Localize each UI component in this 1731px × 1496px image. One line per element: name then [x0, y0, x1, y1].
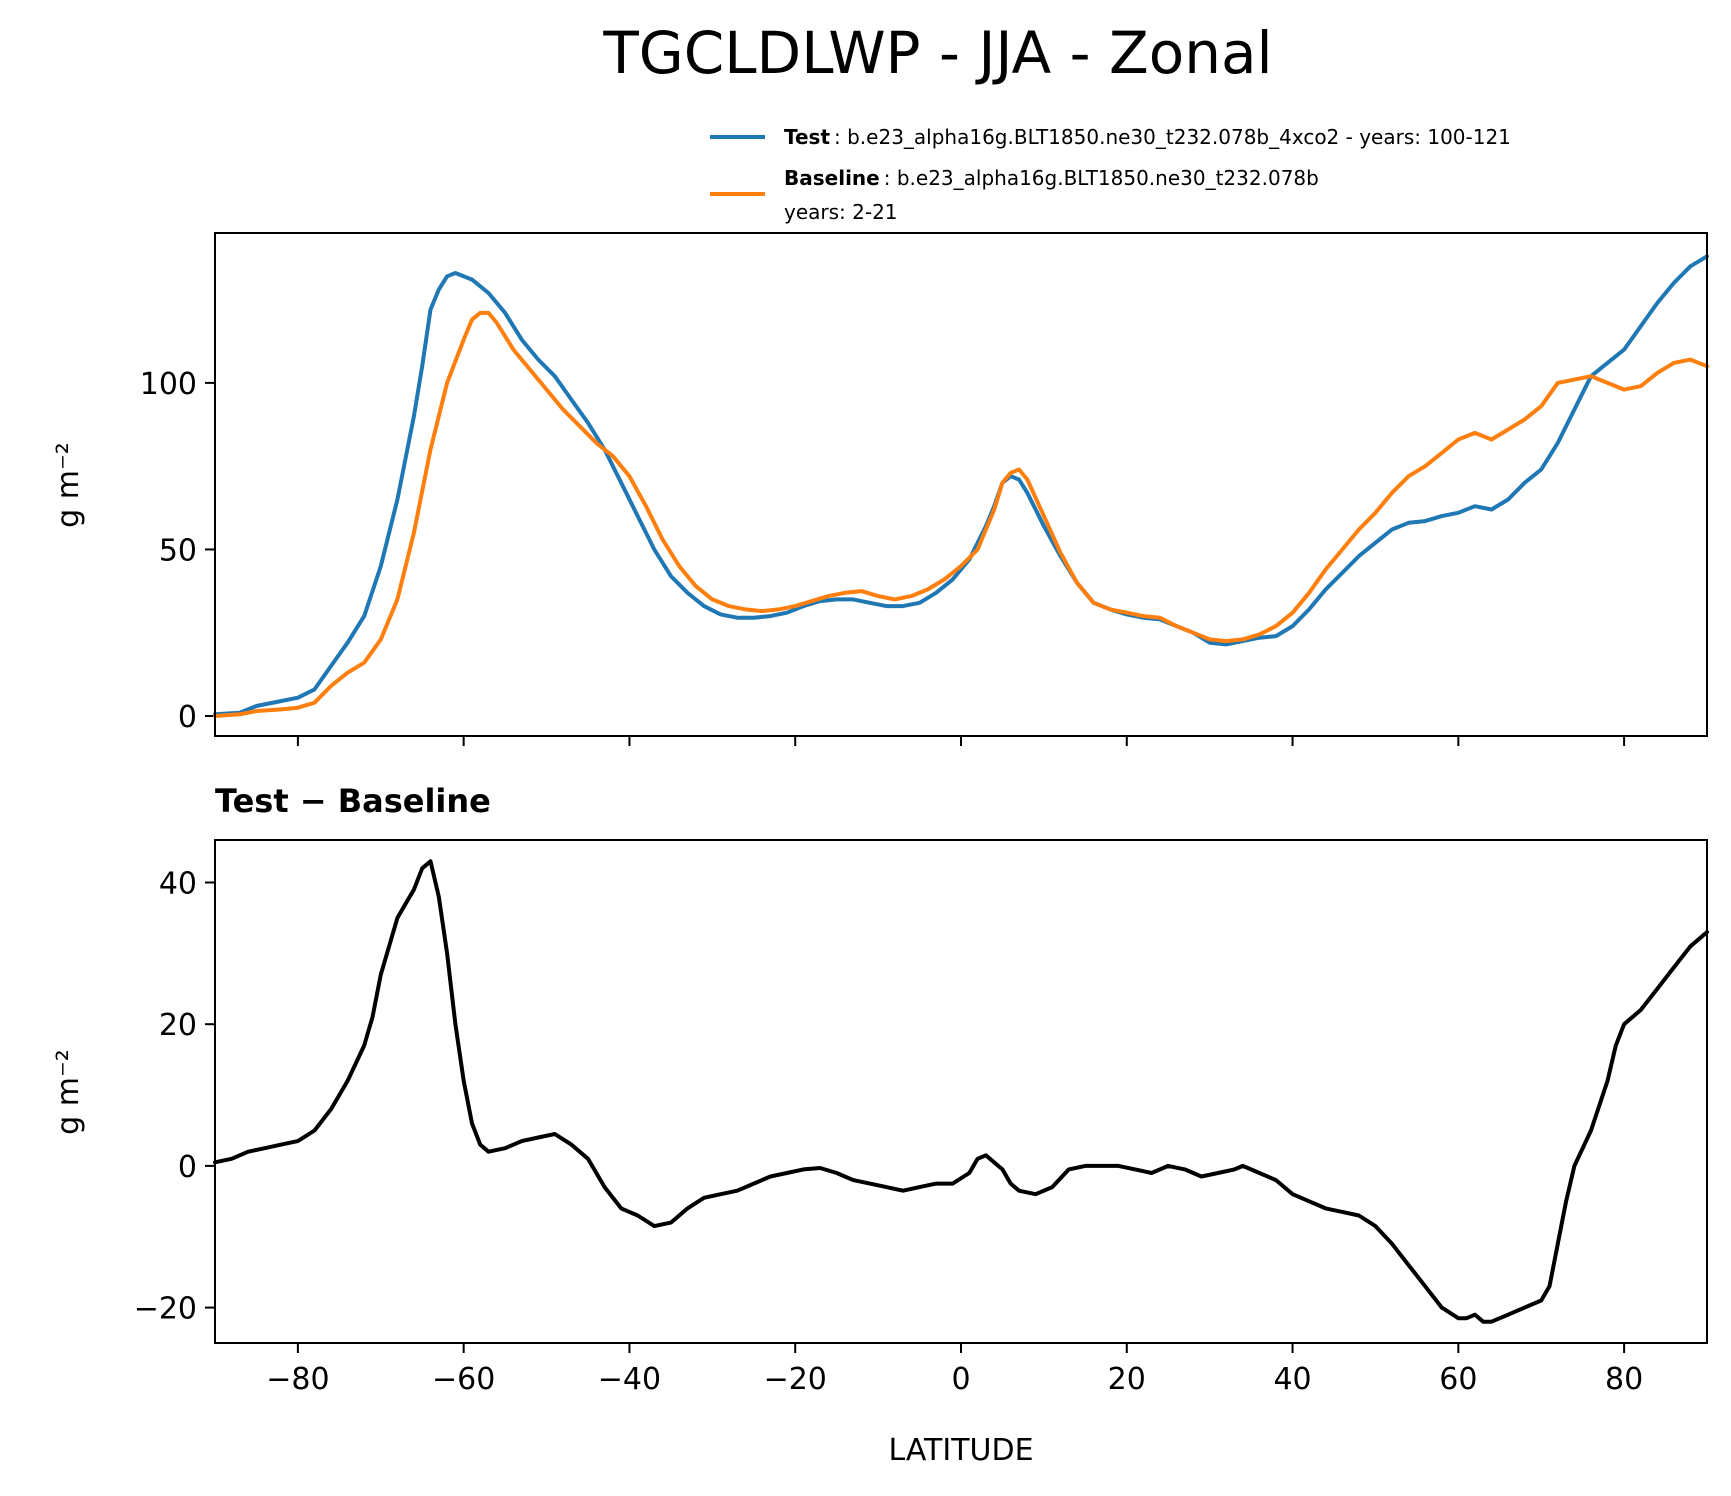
x-tick-label: −60: [432, 1362, 495, 1397]
bottom-series: [213, 859, 1709, 1324]
x-tick-label: −80: [266, 1362, 329, 1397]
top-plot-frame: [214, 232, 1708, 737]
bottom-y-tick-label: −20: [134, 1292, 197, 1327]
top-series: [213, 254, 1709, 718]
legend-baseline-years: years: 2-21: [784, 200, 898, 224]
x-tick-label: 20: [1108, 1362, 1146, 1397]
legend: Test: b.e23_alpha16g.BLT1850.ne30_t232.0…: [710, 125, 1511, 224]
bottom-series-line-test-baseline: [213, 859, 1709, 1324]
bottom-panel: Test − Baseline −20 0 20 40 −80 −60 −40 −20 0 20…: [51, 782, 1709, 1468]
bottom-y-ticks: −20 0 20 40: [134, 867, 215, 1327]
top-panel: 0 50 100 g m⁻²: [51, 232, 1709, 746]
figure-title: TGCLDLWP - JJA - Zonal: [602, 19, 1272, 87]
bottom-y-tick-label: 40: [159, 867, 197, 902]
legend-test-label: Test: b.e23_alpha16g.BLT1850.ne30_t232.0…: [784, 125, 1511, 149]
x-tick-label: 60: [1439, 1362, 1477, 1397]
x-axis-label: LATITUDE: [888, 1433, 1033, 1468]
top-y-tick-label: 50: [159, 533, 197, 568]
bottom-plot-frame: [214, 839, 1708, 1344]
bottom-y-axis-label: g m⁻²: [51, 1049, 86, 1135]
diff-panel-title: Test − Baseline: [215, 782, 491, 820]
legend-test-name: Test: [784, 125, 830, 149]
x-tick-label: −20: [764, 1362, 827, 1397]
top-y-tick-label: 0: [178, 700, 197, 735]
top-x-ticks: [296, 736, 1626, 746]
bottom-y-tick-label: 0: [178, 1150, 197, 1185]
legend-baseline-name: Baseline: [784, 166, 880, 190]
legend-test-desc: : b.e23_alpha16g.BLT1850.ne30_t232.078b_…: [834, 125, 1511, 149]
top-y-tick-label: 100: [140, 367, 197, 402]
legend-baseline-desc: : b.e23_alpha16g.BLT1850.ne30_t232.078b: [884, 166, 1319, 190]
bottom-y-tick-label: 20: [159, 1008, 197, 1043]
top-series-line-test: [213, 254, 1709, 717]
x-tick-label: −40: [598, 1362, 661, 1397]
top-series-line-baseline: [213, 310, 1709, 718]
x-tick-label: 0: [951, 1362, 970, 1397]
top-y-ticks: 0 50 100: [140, 367, 215, 735]
bottom-x-ticks: −80 −60 −40 −20 0 20 40 60 80: [266, 1343, 1643, 1397]
legend-baseline-label: Baseline: b.e23_alpha16g.BLT1850.ne30_t2…: [784, 166, 1319, 190]
x-tick-label: 80: [1605, 1362, 1643, 1397]
top-y-axis-label: g m⁻²: [51, 442, 86, 528]
x-tick-label: 40: [1273, 1362, 1311, 1397]
